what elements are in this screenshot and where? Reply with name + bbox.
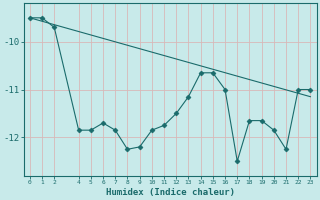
X-axis label: Humidex (Indice chaleur): Humidex (Indice chaleur) bbox=[106, 188, 235, 197]
